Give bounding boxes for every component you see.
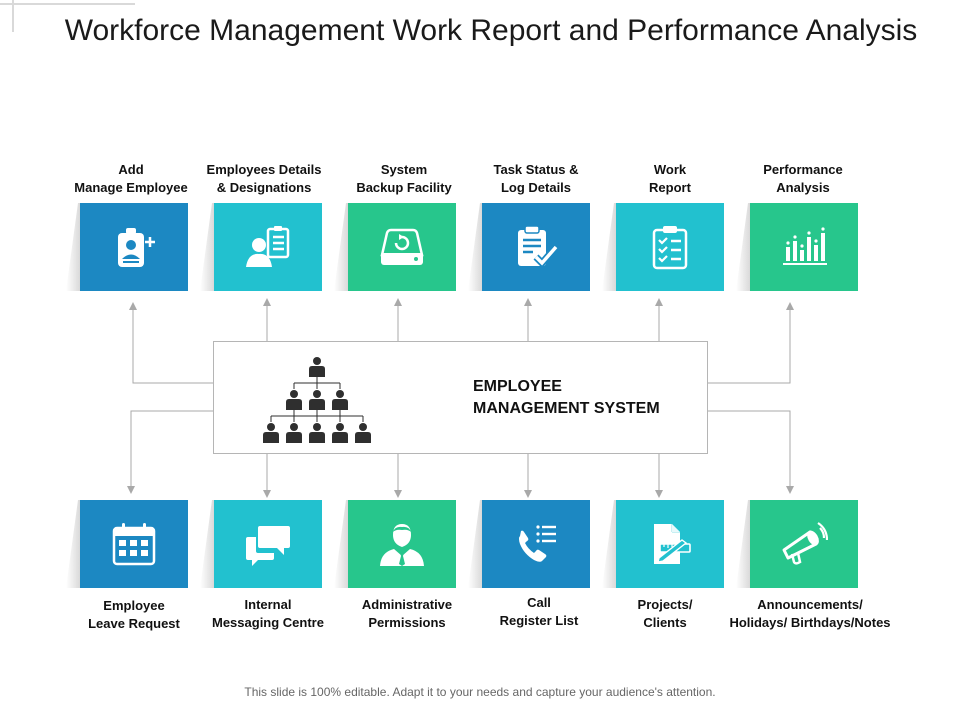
footer-note: This slide is 100% editable. Adapt it to… bbox=[244, 685, 716, 699]
tile-performance-analysis[interactable] bbox=[750, 203, 858, 291]
clipboard-check-icon bbox=[518, 225, 559, 269]
module-label-add-manage-employee: Add Manage Employee bbox=[74, 162, 188, 195]
tile-employee-leave-request[interactable] bbox=[80, 500, 188, 588]
checklist-icon bbox=[652, 226, 688, 270]
module-label-announcements: Announcements/ Holidays/ Birthdays/Notes bbox=[729, 597, 891, 630]
module-label-projects-clients: Projects/ Clients bbox=[637, 597, 693, 630]
tile-call-register[interactable] bbox=[482, 500, 590, 588]
administrator-icon bbox=[380, 524, 424, 566]
org-chart-icon bbox=[263, 357, 371, 443]
megaphone-icon bbox=[782, 522, 828, 565]
connector-bottom-1 bbox=[127, 410, 213, 494]
id-badge-add-icon bbox=[118, 228, 155, 267]
module-label-performance-analysis: Performance Analysis bbox=[763, 162, 843, 195]
tile-system-backup[interactable] bbox=[348, 203, 456, 291]
chat-bubbles-icon bbox=[246, 526, 290, 566]
corner-mark-horizontal bbox=[0, 3, 135, 5]
tile-internal-messaging[interactable] bbox=[214, 500, 322, 588]
tile-projects-clients[interactable] bbox=[616, 500, 724, 588]
module-label-system-backup: System Backup Facility bbox=[356, 162, 452, 195]
phone-list-icon bbox=[519, 525, 556, 562]
system-title-line-1: EMPLOYEE bbox=[473, 378, 562, 395]
system-title-line-2: MANAGEMENT SYSTEM bbox=[473, 400, 660, 417]
connector-top-6 bbox=[708, 302, 794, 384]
module-label-employees-details: Employees Details & Designations bbox=[206, 162, 322, 195]
calendar-icon bbox=[112, 523, 156, 566]
module-label-administrative-permissions: Administrative Permissions bbox=[361, 597, 453, 630]
module-label-internal-messaging: Internal Messaging Centre bbox=[212, 597, 324, 630]
module-label-call-register: Call Register List bbox=[499, 595, 579, 628]
employee-details-icon bbox=[246, 226, 290, 267]
module-label-employee-leave-request: Employee Leave Request bbox=[88, 598, 180, 631]
tile-announcements[interactable] bbox=[750, 500, 858, 588]
tile-work-report[interactable] bbox=[616, 203, 724, 291]
bar-chart-icon bbox=[783, 227, 827, 265]
tile-add-manage-employee[interactable] bbox=[80, 203, 188, 291]
backup-drive-icon bbox=[380, 228, 424, 265]
employee-management-system-box: EMPLOYEE MANAGEMENT SYSTEM bbox=[213, 341, 708, 454]
project-document-icon bbox=[654, 524, 691, 564]
module-label-work-report: Work Report bbox=[649, 162, 691, 195]
module-label-task-status: Task Status & Log Details bbox=[493, 162, 579, 195]
slide-title: Workforce Management Work Report and Per… bbox=[64, 14, 918, 47]
connector-top-1 bbox=[129, 302, 213, 384]
tile-administrative-permissions[interactable] bbox=[348, 500, 456, 588]
tile-employees-details[interactable] bbox=[214, 203, 322, 291]
connector-bottom-6 bbox=[708, 410, 794, 494]
tile-task-status[interactable] bbox=[482, 203, 590, 291]
system-title: EMPLOYEE MANAGEMENT SYSTEM bbox=[473, 376, 660, 420]
corner-mark-vertical bbox=[12, 0, 14, 32]
